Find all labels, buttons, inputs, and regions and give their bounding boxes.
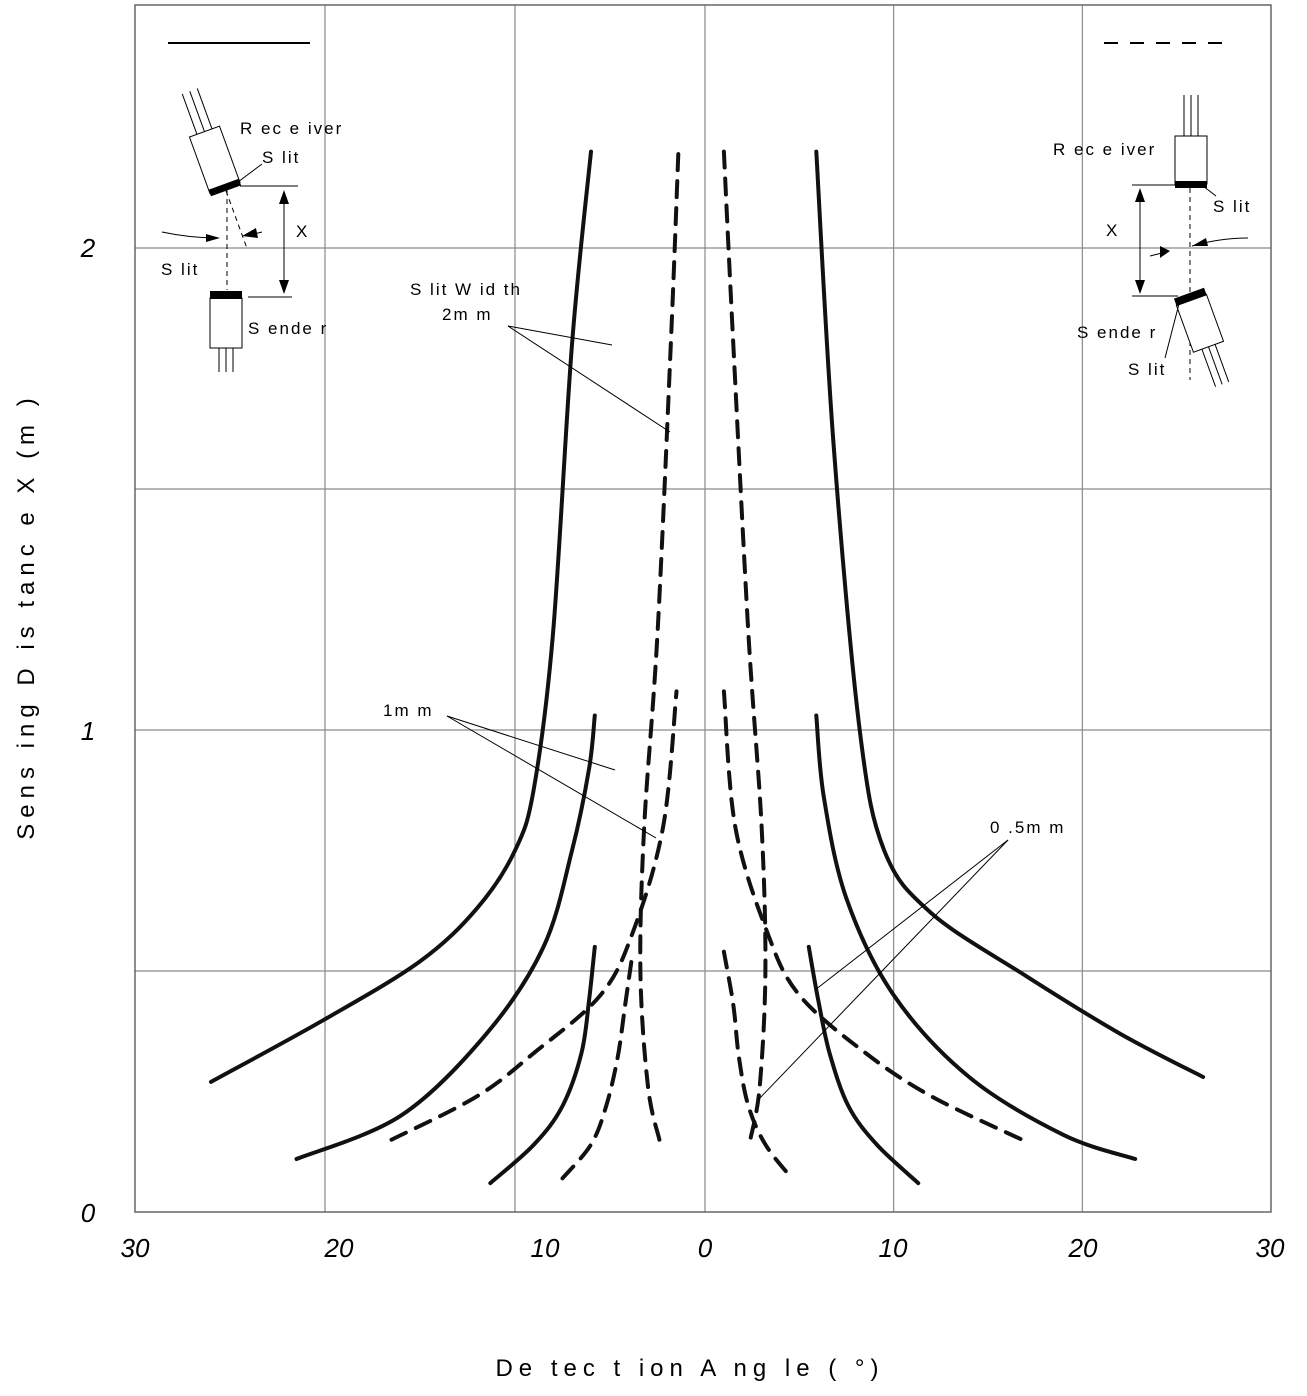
- y-axis-title: Sens ing D is tanc e X (m ): [13, 392, 40, 839]
- annotation-leader: [757, 839, 1009, 1101]
- series-line-dashed-right: [721, 689, 1024, 1142]
- y-tick-label-1: 1: [81, 716, 95, 746]
- series-line-solid-right: [814, 149, 1206, 1079]
- annotation-leader: [507, 325, 613, 346]
- receiver-slit: [208, 178, 242, 197]
- x-tick-label-left-30: 30: [121, 1233, 150, 1263]
- series-line-dashed-left: [389, 689, 679, 1142]
- right-receiver-label: R ec e iver: [1053, 140, 1156, 159]
- right-sender-label: S ende r: [1077, 323, 1157, 342]
- right-sensor-diagram: R ec e iver S lit X S ende r S lit: [1053, 95, 1251, 387]
- sender-slit: [210, 291, 242, 299]
- annotation-leader: [507, 325, 671, 433]
- receiver-slit: [1175, 181, 1207, 188]
- x-tick-label-right-10: 10: [879, 1233, 908, 1263]
- slit-leader: [1202, 185, 1217, 197]
- right-x-label: X: [1106, 221, 1119, 240]
- curve-annotations: S lit W id th 2m m 1m m 0 .5m m: [383, 280, 1065, 1101]
- plot-frame: [134, 4, 1272, 1213]
- arrow-down-icon: [279, 280, 289, 294]
- slit-width-label-line2: 2m m: [442, 305, 493, 324]
- series-line-solid-right: [806, 944, 921, 1186]
- receiver-lead: [181, 93, 198, 135]
- sender-slit: [1173, 287, 1207, 307]
- x-tick-label-zero: 0: [698, 1233, 713, 1263]
- arrow-right-icon: [206, 234, 220, 242]
- y-tick-label-2: 2: [80, 233, 96, 263]
- sender-lead: [1207, 346, 1223, 385]
- series-line-dashed-right: [721, 149, 768, 1142]
- receiver-body: [1174, 135, 1208, 185]
- series-line-dashed-right: [721, 949, 794, 1181]
- tilted-sender: [1173, 287, 1230, 387]
- x-tick-label-left-10: 10: [531, 1233, 560, 1263]
- annotation-leader: [446, 715, 657, 839]
- left-slit-bottom-label: S lit: [161, 260, 199, 279]
- series-line-solid-left: [209, 149, 593, 1084]
- right-slit-bottom-label: S lit: [1128, 360, 1166, 379]
- x-tick-label-right-30: 30: [1256, 1233, 1285, 1263]
- x-axis-title: De tec t ion A ng le ( °): [495, 1355, 884, 1382]
- left-sender-label: S ende r: [248, 319, 328, 338]
- grid: [134, 4, 1272, 1213]
- left-x-label: X: [296, 222, 309, 241]
- arrow-up-icon: [1135, 188, 1145, 202]
- sender-body: [209, 297, 243, 349]
- annotation-leader: [814, 839, 1009, 991]
- receiver-lead: [189, 91, 205, 132]
- series-line-solid-right: [814, 713, 1138, 1161]
- arrow-left-icon: [1192, 238, 1208, 246]
- one-mm-label: 1m m: [383, 701, 434, 720]
- receiver-lead: [196, 88, 213, 130]
- arrow-down-icon: [1135, 280, 1145, 294]
- tilted-receiver: [181, 88, 247, 247]
- series-line-solid-left: [294, 713, 597, 1161]
- series-line-dashed-left: [638, 149, 681, 1142]
- left-sensor-diagram: R ec e iver S lit X S lit S ende r: [161, 88, 343, 372]
- arrow-right-icon: [1160, 246, 1170, 258]
- series-line-dashed-left: [560, 949, 635, 1181]
- annotation-leader: [446, 715, 616, 771]
- series-line-solid-left: [488, 944, 597, 1186]
- receiver-axis: [225, 190, 247, 247]
- left-slit-top-label: S lit: [262, 148, 300, 167]
- x-tick-label-left-20: 20: [324, 1233, 354, 1263]
- sender-lead: [1201, 348, 1217, 387]
- arrow-up-icon: [279, 190, 289, 204]
- arrow-left-icon: [242, 228, 258, 238]
- right-slit-top-label: S lit: [1213, 197, 1251, 216]
- left-receiver-label: R ec e iver: [240, 119, 343, 138]
- tick-labels: 30 20 10 0 10 20 30 0 1 2: [80, 233, 1285, 1263]
- slit-width-label-line1: S lit W id th: [410, 280, 522, 299]
- half-mm-label: 0 .5m m: [990, 818, 1065, 837]
- slit-leader: [237, 163, 263, 183]
- x-tick-label-right-20: 20: [1068, 1233, 1098, 1263]
- y-tick-label-0: 0: [81, 1198, 96, 1228]
- curves: [209, 149, 1206, 1186]
- sender-lead: [1214, 344, 1230, 383]
- slit-leader: [1164, 299, 1181, 359]
